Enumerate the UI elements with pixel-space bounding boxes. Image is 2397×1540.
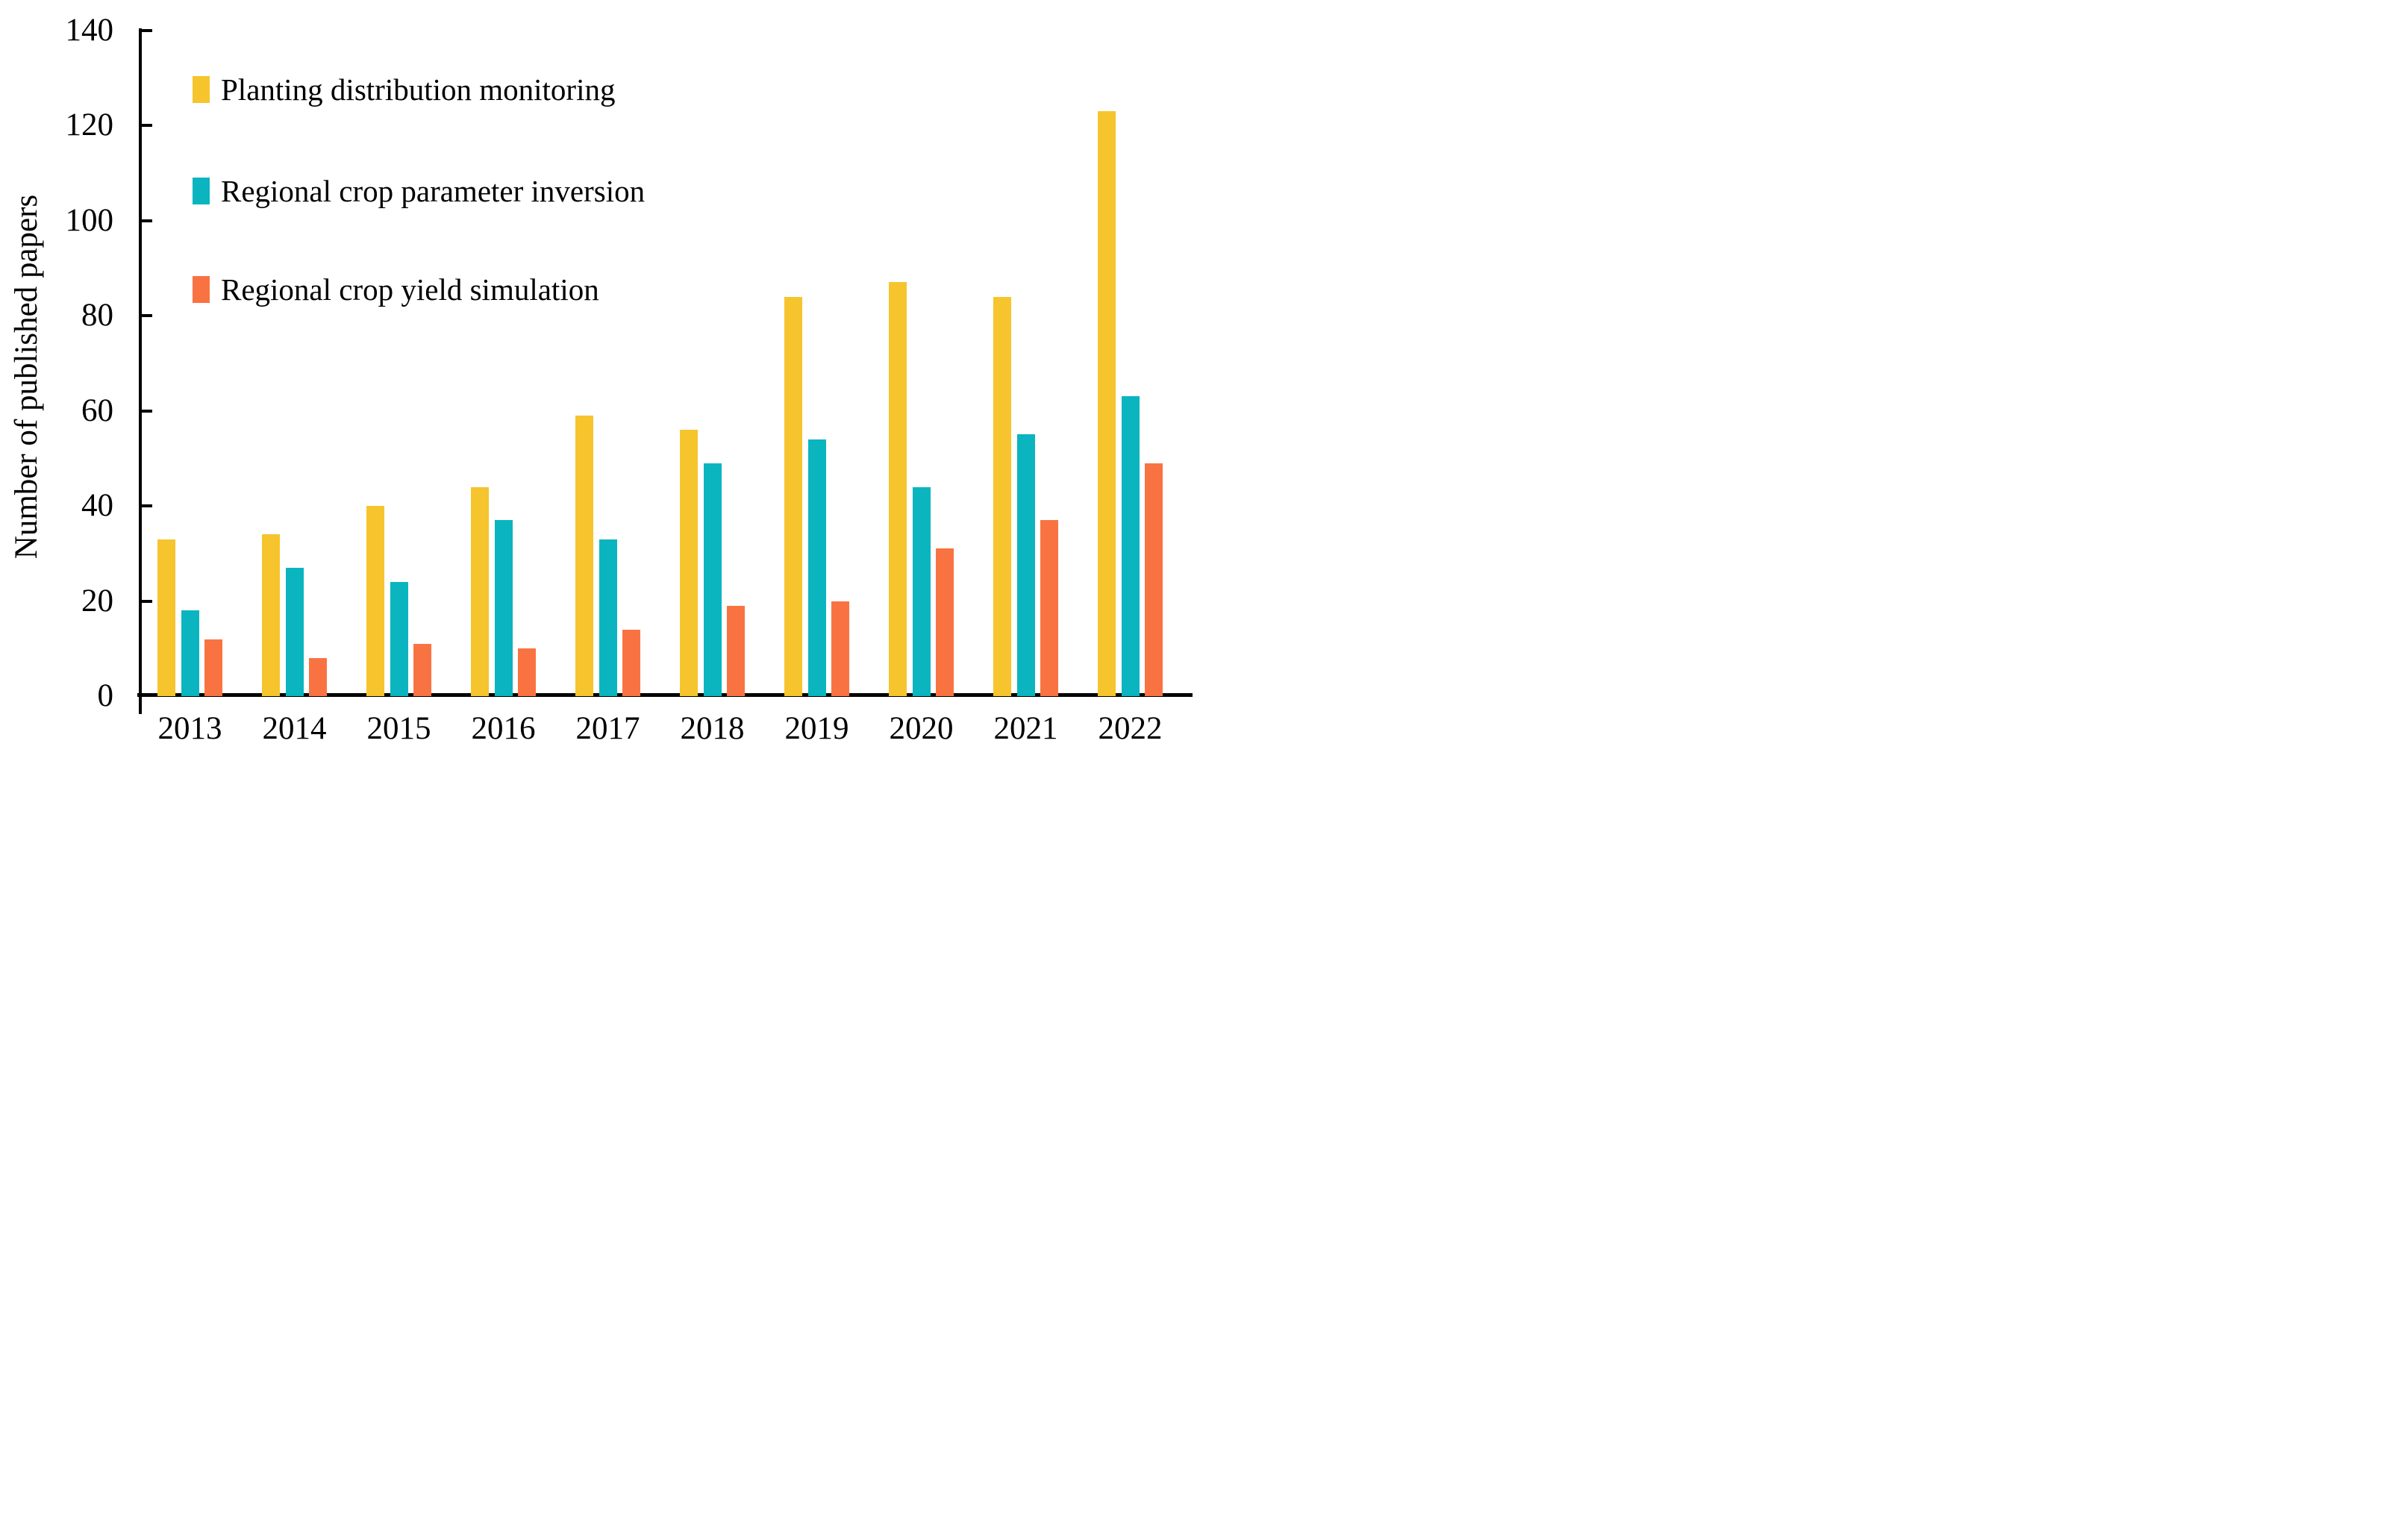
bar-regional-2022 <box>1121 396 1140 696</box>
bar-regional-2017 <box>599 539 617 696</box>
x-tick-label-2015: 2015 <box>366 711 431 746</box>
x-tick-label-2014: 2014 <box>262 711 327 746</box>
y-axis-line <box>139 28 142 714</box>
y-tick-label-80: 80 <box>81 298 113 333</box>
legend-label-3: Regional crop yield simulation <box>221 272 599 307</box>
y-tick-80 <box>142 314 152 317</box>
bar-regional-2014 <box>285 567 304 696</box>
x-tick-label-2016: 2016 <box>471 711 536 746</box>
bar-regional-2021 <box>1016 434 1035 696</box>
bar-regional-2016 <box>494 520 513 696</box>
legend-swatch-3 <box>193 276 210 303</box>
bar-regional-2022 <box>1145 463 1163 696</box>
x-tick-label-2019: 2019 <box>784 711 849 746</box>
bar-regional-2017 <box>622 629 640 696</box>
bar-planting-2016 <box>471 486 489 696</box>
x-tick-label-2013: 2013 <box>157 711 222 746</box>
bar-planting-2019 <box>784 296 802 696</box>
y-tick-label-40: 40 <box>81 488 113 523</box>
bar-regional-2013 <box>204 639 222 696</box>
x-tick-label-2022: 2022 <box>1098 711 1163 746</box>
y-tick-100 <box>142 219 152 222</box>
legend-swatch-2 <box>193 178 210 204</box>
x-axis-line <box>137 693 1193 697</box>
bar-planting-2014 <box>262 534 280 696</box>
y-tick-label-20: 20 <box>81 583 113 619</box>
bar-planting-2018 <box>680 430 698 696</box>
legend-label-2: Regional crop parameter inversion <box>221 174 646 208</box>
y-tick-120 <box>142 124 152 127</box>
bar-regional-2014 <box>309 658 327 696</box>
y-tick-label-0: 0 <box>97 678 114 713</box>
bar-planting-2021 <box>993 296 1011 696</box>
bar-regional-2018 <box>727 605 745 696</box>
bar-planting-2022 <box>1098 110 1116 696</box>
bar-regional-2020 <box>912 486 931 696</box>
bar-planting-2017 <box>575 415 593 696</box>
bar-planting-2020 <box>889 282 907 696</box>
bar-regional-2015 <box>413 643 431 696</box>
x-tick-label-2021: 2021 <box>993 711 1058 746</box>
y-tick-label-120: 120 <box>65 107 114 143</box>
y-tick-label-140: 140 <box>65 12 114 48</box>
x-tick-label-2018: 2018 <box>680 711 745 746</box>
y-tick-label-60: 60 <box>81 392 113 428</box>
x-tick-label-2017: 2017 <box>575 711 640 746</box>
bar-regional-2013 <box>181 610 199 696</box>
y-tick-40 <box>142 504 152 507</box>
bar-regional-2019 <box>831 601 849 696</box>
y-tick-60 <box>142 409 152 413</box>
bar-planting-2015 <box>366 506 384 696</box>
bar-regional-2020 <box>936 548 954 696</box>
bar-regional-2018 <box>703 463 722 696</box>
bar-regional-2021 <box>1040 520 1058 696</box>
x-tick-label-2020: 2020 <box>889 711 954 746</box>
legend-swatch-1 <box>193 76 210 103</box>
y-tick-20 <box>142 599 152 603</box>
y-tick-140 <box>142 28 152 32</box>
legend-label-1: Planting distribution monitoring <box>221 72 616 107</box>
bar-regional-2015 <box>390 582 408 696</box>
bar-regional-2016 <box>518 648 536 696</box>
bar-chart-figure: Number of published papers 0 20 40 60 80 100 1… <box>0 0 1198 770</box>
bar-regional-2019 <box>807 439 826 696</box>
bar-planting-2013 <box>157 539 175 696</box>
y-tick-label-100: 100 <box>65 202 114 238</box>
